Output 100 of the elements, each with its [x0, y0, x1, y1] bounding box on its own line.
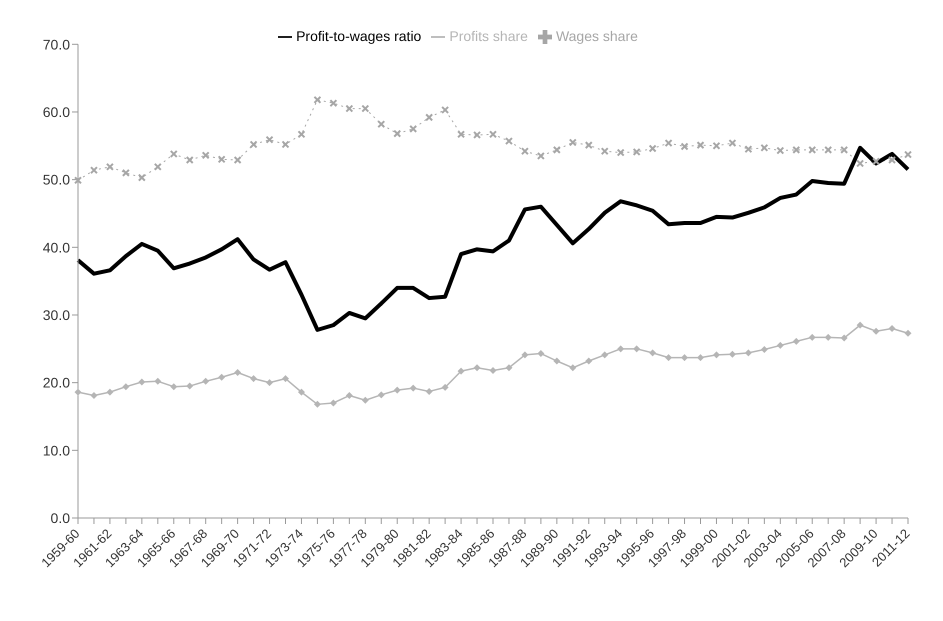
point — [648, 144, 657, 153]
point — [345, 104, 354, 113]
point — [632, 148, 641, 156]
point — [490, 366, 496, 374]
point — [760, 346, 768, 353]
point — [665, 354, 672, 362]
point — [520, 147, 529, 156]
point — [792, 338, 800, 345]
point — [361, 104, 370, 113]
y-tick-label: 70.0 — [42, 36, 70, 52]
point — [856, 159, 864, 168]
point — [170, 383, 178, 390]
point — [458, 368, 465, 375]
point — [872, 157, 880, 166]
point — [250, 140, 258, 148]
point — [186, 382, 194, 390]
y-tick-label: 0.0 — [50, 510, 70, 526]
point — [888, 156, 896, 164]
point — [633, 345, 640, 352]
point — [425, 113, 434, 122]
line-series — [76, 146, 910, 332]
point — [90, 392, 98, 400]
point — [457, 130, 466, 138]
point — [792, 146, 800, 154]
point — [90, 166, 98, 174]
point — [346, 392, 353, 400]
point — [856, 322, 864, 329]
point — [649, 349, 656, 356]
point — [266, 136, 274, 144]
point — [282, 375, 289, 382]
point — [282, 140, 290, 148]
legend-label: Profit-to-wages ratio — [296, 28, 422, 44]
point — [664, 139, 673, 148]
point — [154, 378, 162, 385]
point — [808, 334, 816, 341]
point — [505, 364, 512, 372]
point — [840, 146, 848, 154]
y-tick-label: 20.0 — [42, 374, 70, 391]
point — [329, 99, 338, 108]
point — [489, 130, 497, 138]
point — [474, 364, 481, 372]
point — [584, 141, 593, 150]
point — [409, 124, 418, 133]
point — [872, 328, 880, 335]
point — [728, 139, 736, 148]
point — [824, 146, 832, 154]
point — [616, 148, 625, 157]
point — [393, 130, 402, 138]
point — [601, 351, 608, 358]
point — [250, 375, 258, 382]
point — [186, 156, 194, 164]
point — [696, 141, 704, 150]
point — [680, 142, 689, 150]
point — [234, 156, 242, 164]
point — [712, 351, 720, 358]
point — [697, 354, 704, 362]
point — [776, 146, 784, 155]
y-tick-label: 40.0 — [42, 239, 70, 256]
point — [426, 388, 433, 395]
point — [776, 342, 784, 349]
point — [808, 146, 816, 154]
point — [537, 350, 544, 358]
point — [728, 350, 736, 358]
point — [314, 400, 321, 408]
point — [377, 120, 386, 128]
point — [504, 137, 513, 146]
point — [170, 150, 178, 158]
point — [234, 369, 242, 376]
point — [330, 399, 337, 406]
point — [138, 174, 146, 182]
point — [744, 349, 752, 356]
point — [202, 151, 210, 160]
point — [617, 345, 624, 352]
point — [394, 386, 401, 394]
point — [202, 378, 210, 385]
point — [74, 388, 82, 396]
point — [218, 155, 226, 164]
point — [681, 354, 688, 362]
point — [904, 330, 912, 337]
point — [74, 176, 82, 184]
point — [569, 364, 576, 372]
point — [106, 162, 114, 171]
point — [138, 378, 146, 386]
point — [888, 325, 896, 332]
point — [600, 147, 609, 156]
point — [585, 358, 592, 364]
point — [297, 130, 306, 138]
point — [744, 145, 752, 154]
point — [568, 138, 577, 146]
point — [442, 384, 449, 391]
point — [266, 379, 274, 386]
point — [218, 374, 226, 381]
point — [824, 334, 832, 341]
point — [154, 162, 162, 171]
point — [106, 388, 114, 396]
point — [536, 152, 545, 160]
point — [298, 388, 305, 396]
point — [410, 384, 417, 392]
point — [552, 146, 561, 154]
legend-label: Wages share — [556, 28, 638, 44]
